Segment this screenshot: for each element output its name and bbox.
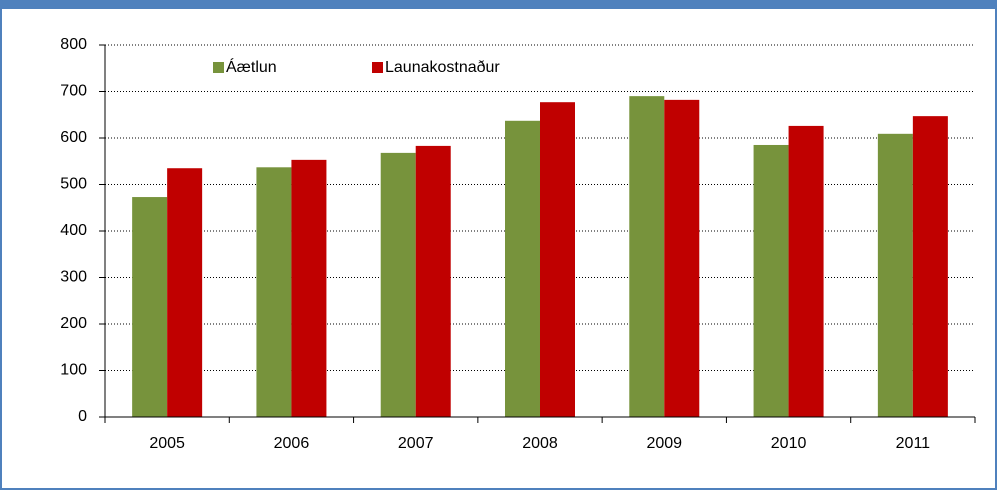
x-tick-label: 2007 [398,435,434,452]
legend-swatch [213,62,224,73]
bar [415,145,451,417]
x-tick-label: 2009 [646,435,682,452]
y-tick-label: 700 [60,83,87,100]
y-tick-label: 200 [60,315,87,332]
x-tick-label: 2010 [771,435,807,452]
x-tick-label: 2008 [522,435,558,452]
bar [291,159,327,418]
header-bar [0,0,997,9]
bar [540,102,575,417]
x-tick-label: 2005 [149,435,185,452]
y-tick-label: 100 [60,362,87,379]
bar [167,168,203,417]
legend-label: Áætlun [226,57,277,76]
y-tick-label: 400 [60,222,87,239]
bar [912,116,948,418]
x-tick-label: 2011 [896,435,931,452]
y-tick-label: 500 [60,176,87,193]
y-tick-label: 800 [60,36,87,53]
bar [380,152,416,417]
y-tick-label: 0 [78,408,87,425]
y-tick-label: 600 [60,129,87,146]
x-tick-label: 2006 [274,435,310,452]
bar [877,133,913,417]
bar [788,125,824,417]
y-tick-label: 300 [60,269,87,286]
legend-label: Launakostnaður [385,59,500,76]
bar [132,197,168,417]
bar [629,96,665,418]
legend-swatch [372,62,383,73]
bar [753,144,789,417]
bar [664,99,700,418]
bar [505,120,540,418]
bar [256,167,292,417]
